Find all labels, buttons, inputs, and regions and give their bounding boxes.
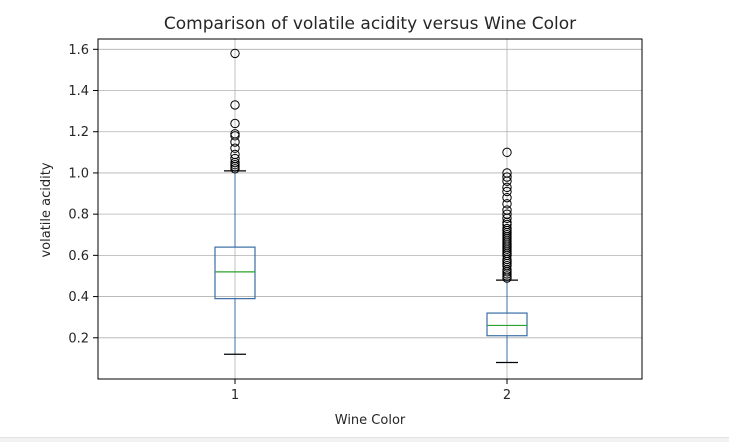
outlier-point [502,168,512,178]
outlier-point [502,199,512,209]
outlier-point [502,223,512,234]
outlier-point [502,182,512,193]
y-tick-label: 1.4 [68,84,89,99]
y-tick-label: 0.8 [68,208,89,223]
grid [98,39,642,379]
outlier-point [230,118,240,129]
notebook-bottom-strip [0,437,729,442]
y-tick-label: 1.0 [68,166,89,181]
x-tick-label: 1 [231,388,239,403]
outlier-point [502,186,512,197]
iqr-box [214,246,256,300]
outlier-point [230,100,240,110]
y-tick-label: 0.6 [68,249,89,264]
x-axis-label: Wine Color [335,413,406,428]
y-tick-label: 0.4 [68,290,89,305]
y-axis-label: volatile acidity [39,162,54,257]
box-group-2 [486,147,528,364]
chart-title: Comparison of volatile acidity versus Wi… [164,14,576,34]
y-tick-label: 1.2 [68,125,89,140]
outlier-point [502,172,512,182]
x-tick-label: 2 [503,388,511,403]
box-group-1 [214,48,256,355]
iqr-box [486,312,528,337]
y-tick-label: 1.6 [68,43,89,58]
boxes [214,48,528,364]
ticks: 0.2 0.4 0.6 0.8 1.0 1.2 1.4 1.6 1 2 [68,43,511,403]
outlier-point [230,149,240,160]
outlier-point [502,147,512,158]
outlier-point [230,48,240,59]
outlier-point [230,153,240,164]
plot-frame [97,38,643,380]
outlier-point [502,205,512,215]
outlier-point [502,192,512,203]
y-tick-label: 0.2 [68,331,89,346]
outlier-point [230,143,240,153]
outlier-point [502,209,512,219]
outlier-point [230,129,240,139]
